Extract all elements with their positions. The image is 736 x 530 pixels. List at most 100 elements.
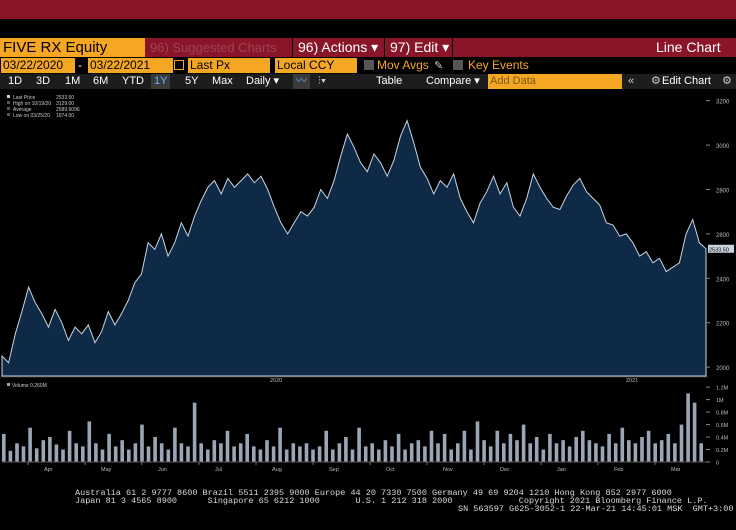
table-button[interactable]: Table: [376, 75, 403, 87]
year-label: 2021: [626, 378, 638, 384]
volume-bar: [548, 433, 552, 462]
mov-avgs-checkbox[interactable]: [364, 60, 374, 70]
volume-bar: [488, 446, 493, 462]
date-separator: -: [78, 58, 82, 72]
add-data-input[interactable]: Add Data: [488, 74, 622, 89]
collapse-icon[interactable]: «: [628, 75, 635, 87]
volume-bar: [67, 430, 72, 462]
end-date-field[interactable]: 03/22/2021: [88, 58, 173, 73]
period-1y[interactable]: 1Y: [151, 74, 171, 89]
period-ytd[interactable]: YTD: [122, 75, 144, 87]
volume-bar: [390, 446, 394, 462]
volume-bar: [561, 440, 565, 462]
volume-bar: [344, 437, 348, 462]
legend-label: High on 10/19/20: [13, 101, 51, 107]
ticker-input[interactable]: FIVE RX Equity: [0, 38, 145, 57]
volume-bar: [673, 443, 677, 462]
volume-bar: [41, 440, 46, 462]
period-max[interactable]: Max: [212, 75, 233, 87]
compare-menu[interactable]: Compare ▾: [426, 75, 480, 87]
volume-bar: [87, 421, 92, 462]
legend-label: Average: [13, 107, 32, 113]
volume-bar: [140, 424, 144, 462]
month-label: Oct: [386, 467, 395, 473]
period-3d[interactable]: 3D: [36, 75, 51, 87]
volume-bar: [423, 446, 427, 462]
volume-tick-label: 0.8M: [716, 411, 729, 417]
period-6m[interactable]: 6M: [93, 75, 109, 87]
volume-bar: [436, 443, 440, 462]
volume-bar: [620, 427, 625, 462]
volume-bar: [502, 443, 506, 462]
month-label: May: [101, 467, 112, 473]
bar-style-icon[interactable]: ⫶▾: [318, 75, 327, 87]
volume-bar: [659, 440, 664, 462]
period-5y[interactable]: 5Y: [185, 75, 199, 87]
price-tick-label: 2200: [716, 322, 730, 328]
start-date-field[interactable]: 03/22/2020: [1, 58, 75, 73]
settings-icon[interactable]: ⚙: [651, 75, 661, 87]
edit-chart-button[interactable]: Edit Chart: [662, 75, 711, 87]
line-style-icon[interactable]: 〰: [293, 74, 310, 89]
price-tick-label: 3200: [716, 100, 730, 106]
edit-menu[interactable]: 97) Edit ▾: [390, 39, 450, 55]
title-bar: [0, 0, 736, 19]
volume-bar: [350, 449, 355, 462]
footer-contacts-1: Australia 61 2 9777 8600 Brazil 5511 239…: [75, 488, 672, 498]
price-tick-label: 2800: [716, 188, 730, 194]
volume-bar: [133, 443, 138, 462]
volume-bar: [2, 433, 6, 462]
volume-bar: [567, 446, 572, 462]
period-1m[interactable]: 1M: [65, 75, 81, 87]
currency-select[interactable]: Local CCY: [275, 58, 357, 73]
volume-bar: [120, 440, 124, 462]
separator: [384, 38, 385, 57]
volume-bar: [587, 440, 592, 462]
volume-bar: [245, 433, 249, 462]
mov-avgs-label[interactable]: Mov Avgs: [377, 58, 429, 72]
chart-area[interactable]: 2000 2200 2400 2600 2800 3000 3200 2533.50 Last…: [0, 90, 736, 485]
volume-bar: [21, 446, 26, 462]
volume-bar: [284, 449, 289, 462]
volume-bars: Volume 0.260M: [2, 383, 703, 462]
gear-icon[interactable]: ⚙: [722, 75, 732, 87]
month-label: Nov: [443, 467, 453, 473]
period-row: 1D 3D 1M 6M YTD 1Y 5Y Max Daily ▾ 〰 ⫶▾ T…: [0, 74, 736, 89]
key-events-label[interactable]: Key Events: [468, 58, 529, 72]
pencil-icon[interactable]: ✎: [434, 60, 444, 72]
volume-bar: [199, 443, 203, 462]
footer-contacts-2: Japan 81 3 4565 8900 Singapore 65 6212 1…: [75, 496, 708, 506]
month-label: Sep: [329, 467, 339, 473]
legend-swatch: [7, 95, 10, 98]
volume-bar: [127, 449, 131, 462]
volume-axis: 0 0.2M 0.4M 0.6M 0.8M 1M 1.2M: [706, 386, 729, 467]
volume-bar: [495, 430, 500, 462]
volume-tick-label: 1M: [716, 398, 724, 404]
command-bar: [0, 38, 736, 57]
volume-bar: [324, 430, 328, 462]
legend-value: 2589.6096: [56, 107, 80, 113]
price-field-select[interactable]: Last Px: [188, 58, 270, 73]
frequency-select[interactable]: Daily ▾: [246, 75, 280, 87]
volume-bar: [581, 430, 585, 462]
volume-bar: [173, 427, 177, 462]
volume-bar: [271, 446, 276, 462]
key-events-checkbox[interactable]: [453, 60, 463, 70]
time-axis: Apr May Jun Jul Aug Sep Oct Nov Dec Jan Feb Mar 2020…: [2, 378, 706, 473]
price-tick-label: 2600: [716, 233, 730, 239]
volume-bar: [515, 440, 519, 462]
volume-bar: [265, 440, 269, 462]
chart-type-label: Line Chart: [656, 39, 721, 55]
period-1d[interactable]: 1D: [8, 75, 23, 87]
actions-menu[interactable]: 96) Actions ▾: [298, 39, 379, 55]
volume-bar: [291, 443, 296, 462]
volume-bar: [304, 443, 309, 462]
price-tick-label: 3000: [716, 144, 730, 150]
suggested-charts-menu[interactable]: 96) Suggested Charts: [150, 40, 277, 55]
volume-bar: [607, 433, 611, 462]
volume-bar: [179, 443, 184, 462]
volume-bar: [61, 449, 65, 462]
calendar-icon[interactable]: [174, 60, 184, 70]
volume-bar: [166, 449, 171, 462]
volume-bar: [666, 433, 671, 462]
